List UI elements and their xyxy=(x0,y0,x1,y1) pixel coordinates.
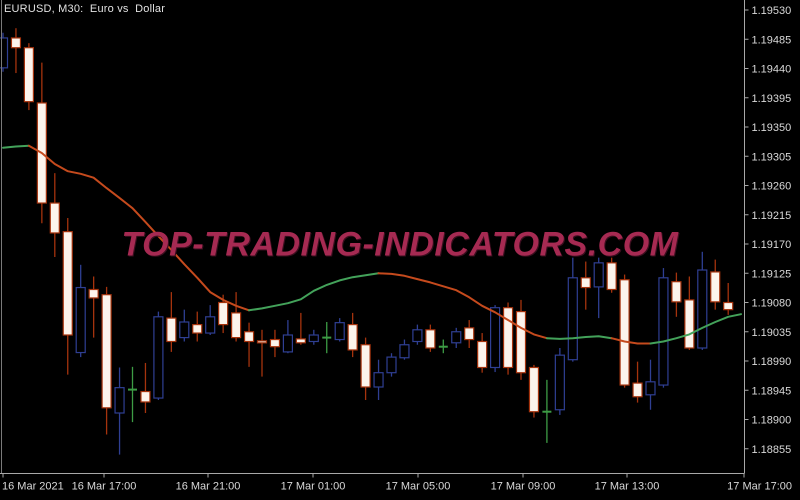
candle-bull xyxy=(205,316,216,334)
price-label: 1.19305 xyxy=(752,151,792,163)
candle-bear xyxy=(192,324,203,334)
candle-bear xyxy=(360,344,371,388)
candle-bull xyxy=(593,262,604,288)
price-label: 1.19530 xyxy=(752,5,792,17)
ma-segment-up xyxy=(545,335,613,340)
candle-bear xyxy=(231,312,242,339)
time-label: 16 Mar 17:00 xyxy=(72,481,137,493)
time-label: 17 Mar 05:00 xyxy=(386,481,451,493)
price-label: 1.18900 xyxy=(752,415,792,427)
candle-bull xyxy=(179,321,190,339)
candle-bear xyxy=(88,288,99,299)
candle-bear xyxy=(23,47,34,103)
ma-segment-down xyxy=(610,337,652,345)
candle-bull xyxy=(412,329,423,343)
time-label: 17 Mar 01:00 xyxy=(281,481,346,493)
candle-bull xyxy=(0,37,9,69)
time-axis[interactable] xyxy=(0,474,800,500)
price-label: 1.19350 xyxy=(752,122,792,134)
candle-bear xyxy=(269,338,281,348)
candle-bull xyxy=(373,372,384,388)
candle-bull xyxy=(451,331,462,344)
price-label: 1.18945 xyxy=(752,385,792,397)
ma-segment-down xyxy=(377,272,548,340)
candle-bull xyxy=(75,286,86,354)
time-label: 17 Mar 13:00 xyxy=(595,481,660,493)
price-label: 1.19080 xyxy=(752,298,792,310)
time-label: 17 Mar 09:00 xyxy=(491,481,556,493)
candle-bear xyxy=(502,307,514,369)
candle-bull xyxy=(114,387,125,414)
candle-bear xyxy=(425,329,436,349)
time-label: 16 Mar 2021 xyxy=(2,481,64,493)
symbol-label: EURUSD, M30: Euro vs Dollar xyxy=(4,3,166,15)
candle-bear xyxy=(256,340,268,344)
candle-bear xyxy=(10,37,22,49)
candle-bear xyxy=(632,382,643,398)
price-label: 1.19485 xyxy=(752,34,792,46)
candles-layer xyxy=(0,28,734,455)
candle-bear xyxy=(295,338,306,344)
price-label: 1.19035 xyxy=(752,327,792,339)
candle-bear xyxy=(49,202,60,234)
price-label: 1.19125 xyxy=(752,268,792,280)
candle-bull xyxy=(697,269,708,349)
candle-bull xyxy=(282,334,293,353)
time-label: 16 Mar 21:00 xyxy=(176,481,241,493)
ma-segment-up xyxy=(2,144,30,149)
candle-bear xyxy=(515,311,527,374)
candle-bull xyxy=(567,277,578,361)
candle-bear xyxy=(671,281,682,303)
axes-layer: 1.19530 1.19485 1.19440 1.19395 1.19350 1.193… xyxy=(0,0,792,493)
candle-bear xyxy=(580,277,591,289)
price-label: 1.19440 xyxy=(752,64,792,76)
candle-bear xyxy=(101,294,112,409)
candle-bear xyxy=(684,299,695,349)
candle-bear xyxy=(347,324,358,351)
candle-bull xyxy=(153,316,164,399)
price-label: 1.19260 xyxy=(752,181,792,193)
candle-bear xyxy=(606,262,617,291)
price-label: 1.19395 xyxy=(752,93,792,105)
candle-bull xyxy=(334,322,345,341)
candle-bull xyxy=(658,277,669,386)
candle-bear xyxy=(723,301,734,311)
ma-segment-down xyxy=(27,144,250,312)
price-label: 1.19215 xyxy=(752,210,792,222)
candle-bear xyxy=(710,271,721,303)
price-axis[interactable] xyxy=(745,0,800,473)
candle-bear xyxy=(243,331,255,343)
candle-bear xyxy=(528,366,540,413)
candle-bull xyxy=(645,381,656,396)
candle-bull xyxy=(554,354,565,411)
candle-bull xyxy=(386,356,397,374)
candle-bear xyxy=(140,390,151,403)
price-label: 1.18855 xyxy=(752,444,792,456)
price-label: 1.18990 xyxy=(752,356,792,368)
candle-bear xyxy=(166,317,177,343)
candle-bull xyxy=(308,334,319,343)
time-label: 17 Mar 17:00 xyxy=(727,481,792,493)
candle-bear xyxy=(477,340,488,369)
candle-bear xyxy=(218,301,229,326)
ma-segment-up xyxy=(248,272,380,312)
moving-average-layer xyxy=(2,144,742,345)
watermark-text: TOP-TRADING-INDICATORS.COM xyxy=(121,225,679,264)
ma-segment-up xyxy=(649,313,742,345)
candle-bull xyxy=(399,344,410,359)
candle-bear xyxy=(464,327,475,341)
price-label: 1.19170 xyxy=(752,239,792,251)
candle-bear xyxy=(62,231,73,336)
candle-bull xyxy=(490,307,501,369)
candle-bear xyxy=(619,279,630,386)
